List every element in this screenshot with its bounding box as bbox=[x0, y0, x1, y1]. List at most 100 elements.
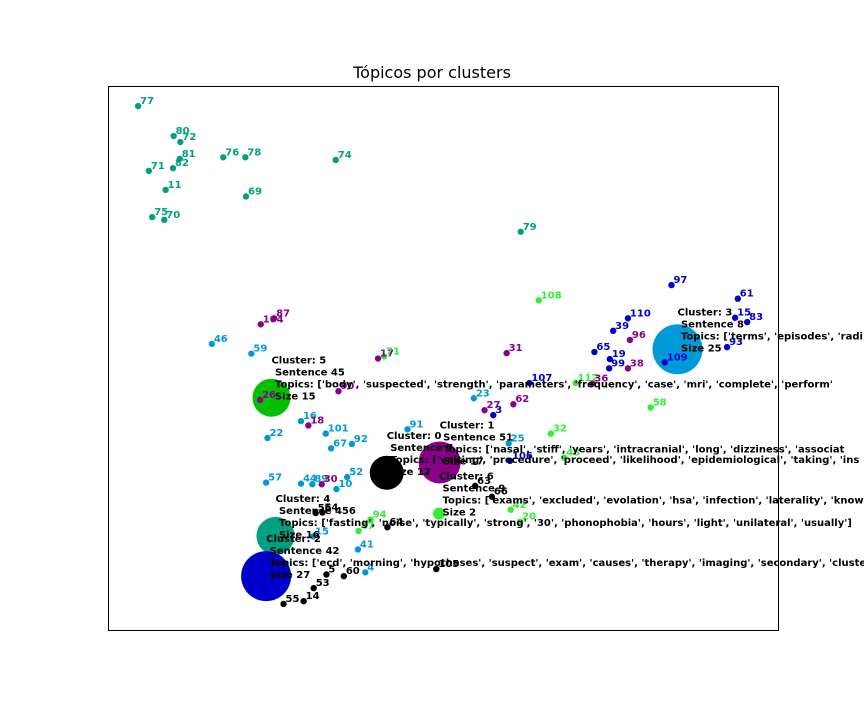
point-label: 5 bbox=[328, 565, 335, 576]
point-label: 4 bbox=[367, 562, 374, 573]
point-label: 72 bbox=[182, 132, 196, 143]
centroid-cluster-2 bbox=[241, 551, 292, 602]
point-label: 109 bbox=[667, 352, 688, 363]
point-label: 65 bbox=[596, 342, 610, 353]
data-point bbox=[323, 571, 330, 578]
data-point bbox=[208, 340, 216, 348]
point-label: 30 bbox=[324, 474, 338, 485]
data-point bbox=[220, 154, 227, 161]
point-label: 20 bbox=[522, 512, 536, 523]
annotation-line: Cluster: 5 bbox=[271, 356, 326, 367]
point-label: 15 bbox=[737, 308, 751, 319]
centroid-annotation-cluster-0: Cluster: 0 Sentence 7 Topics: ['vaiting'… bbox=[387, 431, 860, 478]
data-point bbox=[374, 355, 382, 362]
data-point bbox=[505, 440, 512, 447]
annotation-line: Topics: ['terms', 'episodes', 'radi bbox=[678, 331, 863, 342]
point-label: 54 bbox=[324, 502, 338, 513]
point-label: 79 bbox=[523, 222, 537, 233]
point-label: 18 bbox=[310, 415, 324, 426]
point-label: 97 bbox=[673, 275, 687, 286]
data-point bbox=[162, 186, 169, 194]
point-label: 90 bbox=[340, 381, 354, 392]
data-point bbox=[624, 315, 632, 322]
data-point bbox=[262, 479, 270, 486]
point-label: 58 bbox=[653, 398, 667, 409]
point-label: 63 bbox=[477, 476, 491, 487]
data-point bbox=[319, 509, 326, 516]
point-label: 83 bbox=[749, 312, 763, 323]
data-point bbox=[589, 380, 596, 387]
annotation-line: Cluster: 4 bbox=[276, 494, 331, 505]
point-label: 26 bbox=[262, 390, 276, 401]
data-point bbox=[264, 434, 271, 442]
point-label: 48 bbox=[566, 448, 580, 459]
centroid-annotation-cluster-5: Cluster: 5 Sentence 45 Topics: ['body', … bbox=[271, 356, 832, 403]
data-point bbox=[257, 321, 264, 328]
data-point bbox=[624, 365, 632, 372]
data-point bbox=[481, 407, 488, 414]
data-point bbox=[310, 584, 317, 592]
data-point bbox=[731, 314, 739, 321]
annotation-line: Topics: ['exams', 'excluded', 'evolation… bbox=[439, 496, 864, 507]
data-point bbox=[490, 411, 497, 419]
data-point bbox=[134, 102, 142, 110]
point-label: 31 bbox=[509, 343, 523, 354]
point-label: 96 bbox=[632, 330, 646, 341]
point-label: 82 bbox=[175, 158, 189, 169]
chart-title: Tópicos por clusters bbox=[353, 63, 511, 82]
point-label: 47 bbox=[361, 521, 375, 532]
point-label: 42 bbox=[513, 500, 527, 511]
point-label: 81 bbox=[182, 149, 196, 160]
data-point bbox=[169, 164, 177, 172]
point-label: 91 bbox=[409, 419, 423, 430]
point-label: 92 bbox=[354, 434, 368, 445]
annotation-line: Size 27 bbox=[266, 570, 310, 581]
point-label: 99 bbox=[611, 358, 625, 369]
data-point bbox=[348, 440, 356, 448]
data-point bbox=[626, 336, 634, 344]
point-label: 19 bbox=[612, 349, 626, 360]
annotation-line: Topics: ['fasting', 'noise', 'typically'… bbox=[276, 518, 852, 529]
point-label: 11 bbox=[168, 180, 182, 191]
data-point bbox=[661, 359, 668, 366]
centroid-cluster-5 bbox=[252, 378, 291, 417]
data-point bbox=[335, 387, 342, 395]
centroid-annotation-cluster-6: Cluster: 6 Sentence 9 Topics: ['exams', … bbox=[439, 472, 864, 519]
point-label: 44 bbox=[303, 474, 317, 485]
point-label: 93 bbox=[729, 337, 743, 348]
data-point bbox=[242, 193, 250, 200]
data-point bbox=[506, 457, 514, 465]
point-label: 23 bbox=[476, 388, 490, 399]
data-point bbox=[309, 481, 316, 488]
data-point bbox=[591, 348, 598, 356]
data-point bbox=[526, 379, 533, 387]
point-label: 25 bbox=[511, 433, 525, 444]
point-label: 3 bbox=[495, 405, 502, 416]
data-point bbox=[177, 138, 184, 146]
point-label: 66 bbox=[494, 487, 508, 498]
data-point bbox=[256, 396, 264, 404]
data-point bbox=[145, 167, 153, 175]
data-point bbox=[547, 430, 555, 437]
annotation-line: Topics: ['ecd', 'morning', 'hypotheses',… bbox=[266, 558, 864, 569]
data-point bbox=[318, 481, 325, 488]
centroid-cluster-1 bbox=[418, 441, 461, 484]
annotation-line: Size 2 bbox=[439, 508, 476, 519]
point-label: 64 bbox=[389, 517, 403, 528]
data-point bbox=[170, 132, 177, 140]
point-label: 46 bbox=[214, 334, 228, 345]
data-point bbox=[242, 154, 249, 161]
data-point bbox=[248, 350, 255, 357]
point-label: 27 bbox=[487, 400, 501, 411]
data-point bbox=[471, 482, 479, 490]
data-point bbox=[161, 216, 168, 224]
data-point bbox=[561, 454, 568, 461]
annotation-line: Sentence 45 bbox=[271, 368, 344, 379]
data-point bbox=[312, 509, 319, 517]
point-label: 56 bbox=[318, 503, 332, 514]
centroid-cluster-6 bbox=[432, 507, 445, 520]
data-point bbox=[354, 546, 362, 553]
data-point bbox=[470, 395, 478, 402]
data-point bbox=[507, 506, 514, 513]
data-point bbox=[723, 343, 731, 351]
